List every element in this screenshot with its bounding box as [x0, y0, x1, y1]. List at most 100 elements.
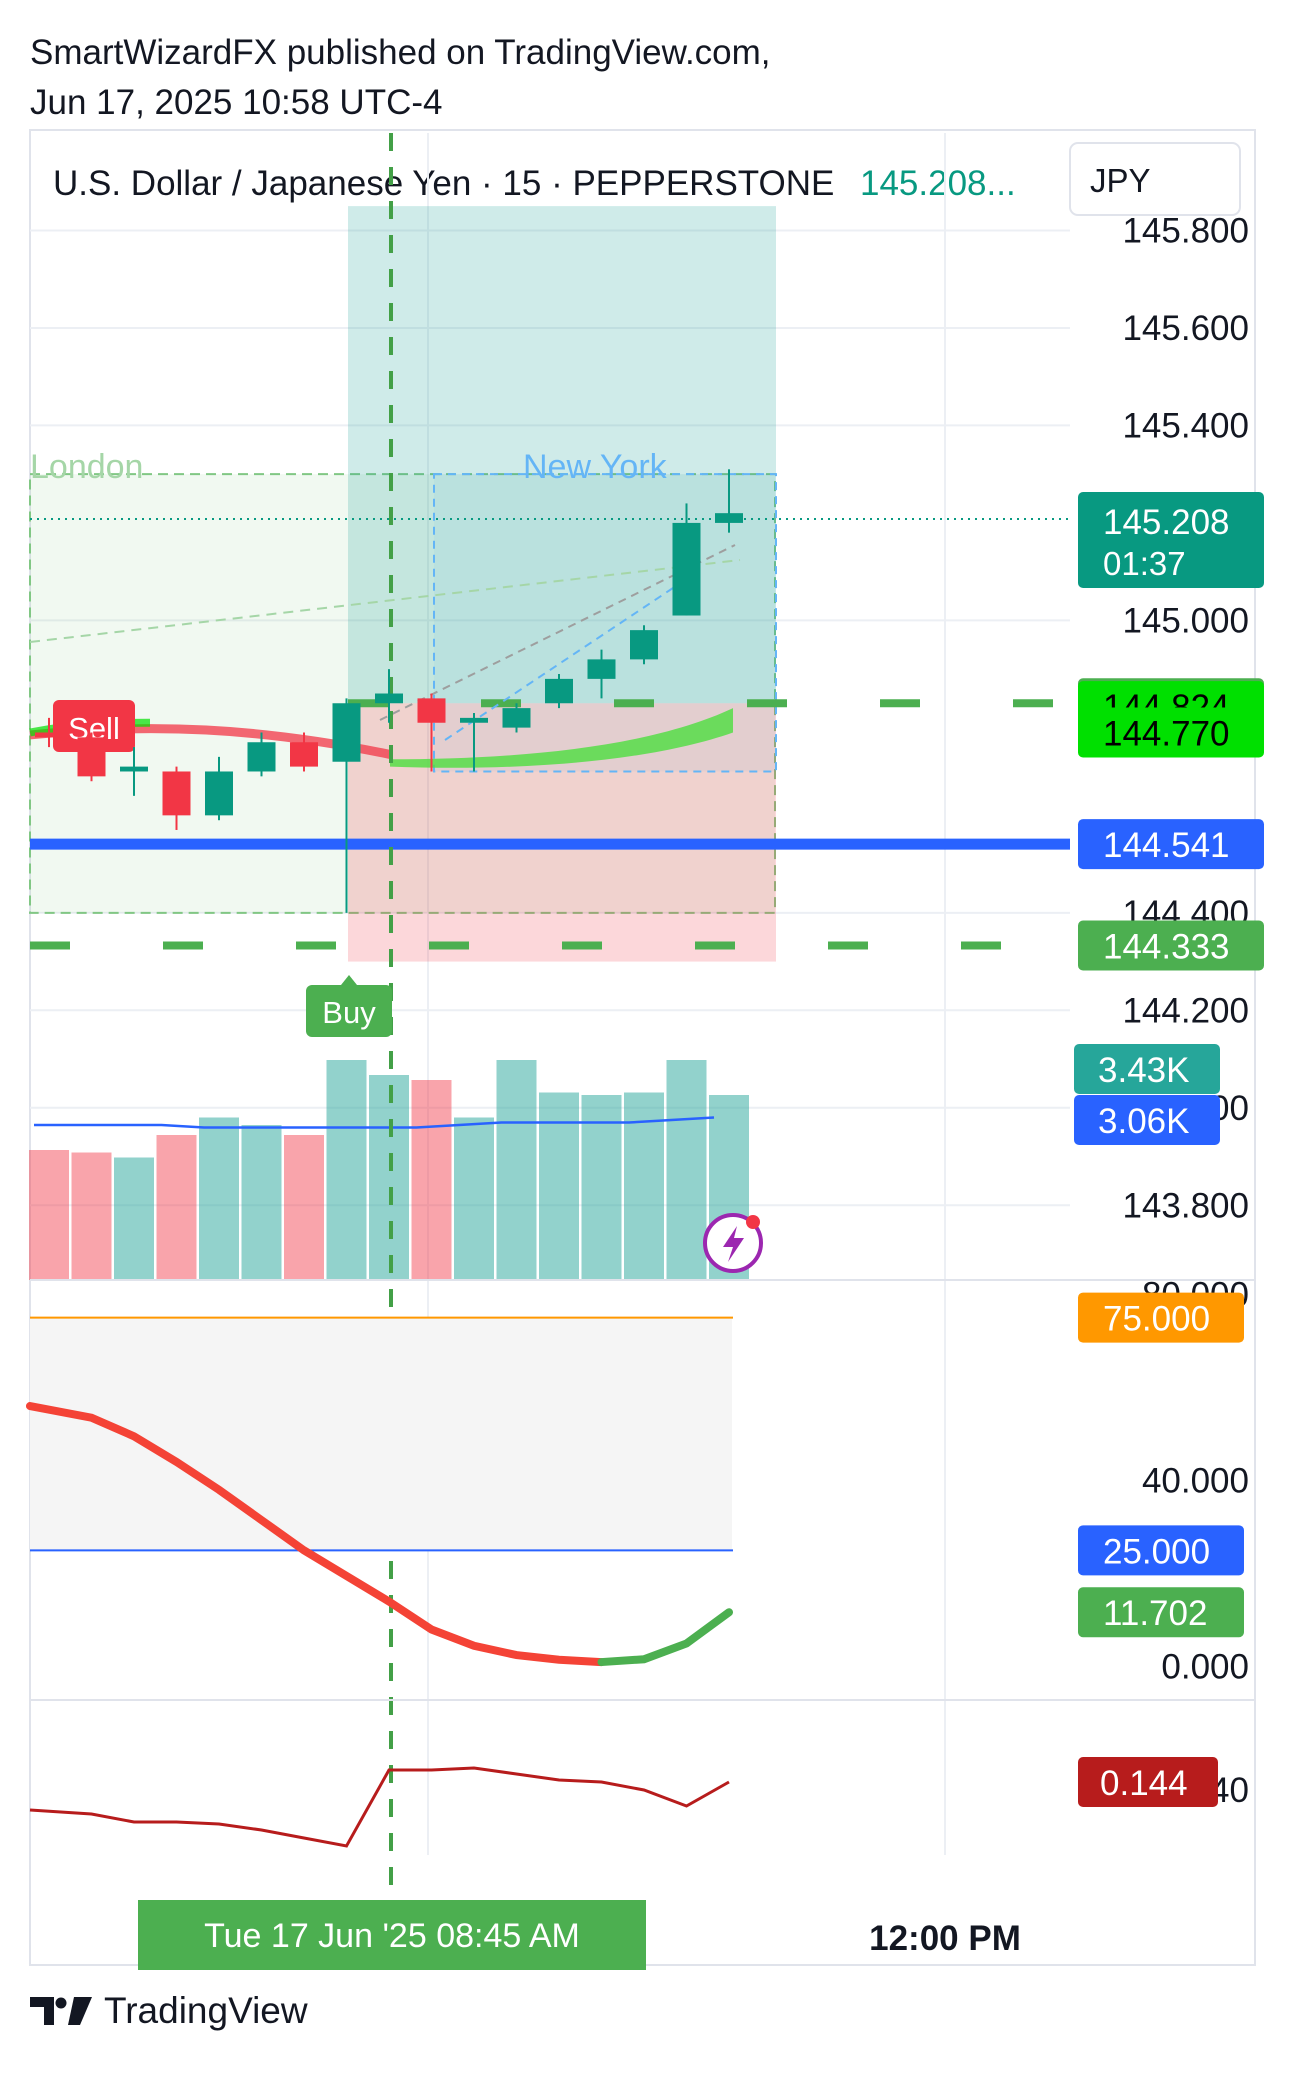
candle-body — [332, 703, 361, 762]
candle — [375, 669, 403, 723]
candle — [715, 469, 743, 533]
volume-label-text: 3.43K — [1098, 1051, 1189, 1090]
session-label-london: London — [30, 448, 143, 486]
candle-body — [587, 659, 616, 679]
candle — [77, 732, 106, 782]
candle-body — [77, 737, 106, 777]
oscillator-label-box — [1078, 1587, 1244, 1638]
candle-body — [672, 522, 701, 616]
lightning-icon-bolt — [723, 1226, 744, 1262]
candle-body — [290, 742, 318, 767]
symbol-title: U.S. Dollar / Japanese Yen · 15 · PEPPER… — [53, 164, 834, 203]
candle-body — [35, 732, 63, 738]
long-position-loss-zone — [348, 703, 776, 962]
publish-date: Jun 17, 2025 10:58 UTC-4 — [30, 83, 443, 122]
price-label-text: 144.333 — [1103, 927, 1230, 966]
indicator3-label-text: 0.144 — [1100, 1764, 1188, 1803]
candle — [120, 747, 148, 796]
candle — [460, 712, 488, 772]
volume-label-box — [1074, 1095, 1220, 1145]
currency-button[interactable] — [1069, 142, 1241, 216]
oscillator-level-label: 75.000 — [1078, 1292, 1244, 1343]
oscillator-level-label: 25.000 — [1078, 1525, 1244, 1576]
oscillator-band — [30, 1317, 732, 1551]
volume-layer — [29, 1060, 1255, 1281]
indicator3-line — [29, 1766, 730, 1848]
volume-bar — [326, 1060, 367, 1280]
buy-signal-label: Buy — [322, 995, 376, 1030]
volume-bar — [539, 1092, 579, 1280]
volume-bar — [666, 1060, 707, 1280]
indicator3-layer: 0.1400.144 — [29, 1757, 1249, 1848]
publisher-line: SmartWizardFX published on TradingView.c… — [30, 33, 771, 72]
trend-line — [29, 559, 741, 643]
volume-label-text: 3.06K — [1098, 1102, 1189, 1141]
currency-label: JPY — [1090, 162, 1151, 199]
candle — [587, 649, 616, 699]
symbol-last-price: 145.208... — [860, 164, 1016, 203]
volume-bar — [199, 1117, 239, 1280]
indicator3-label-box — [1078, 1757, 1218, 1807]
session-label-new-york: New York — [523, 448, 668, 486]
price-axis-tick: 145.600 — [1122, 309, 1249, 348]
oscillator-axis-tick: 0.000 — [1161, 1648, 1249, 1687]
long-position-profit-zone — [348, 206, 776, 704]
price-label-box — [1078, 819, 1264, 870]
indicator3-last-label: 0.144 — [1078, 1757, 1218, 1807]
time-axis-tick: 12:00 PM — [869, 1919, 1021, 1958]
candle — [672, 503, 701, 616]
price-axis-tick: 143.800 — [1122, 1186, 1249, 1225]
oscillator-axis-tick: 40.000 — [1142, 1462, 1249, 1501]
price-countdown-text: 01:37 — [1103, 545, 1186, 582]
candle — [332, 698, 361, 913]
oscillator-label-text: 25.000 — [1103, 1532, 1210, 1571]
oscillator-label-box — [1078, 1292, 1244, 1343]
candle-body — [247, 742, 276, 772]
notification-dot — [746, 1215, 760, 1229]
volume-bar — [369, 1075, 409, 1280]
oscillator-label-text: 75.000 — [1103, 1300, 1210, 1339]
buy-signal: Buy — [306, 975, 392, 1037]
candle-body — [502, 708, 531, 728]
buy-signal-pointer — [341, 975, 357, 985]
volume-ma-line — [34, 1116, 715, 1129]
trend-line — [444, 569, 701, 741]
price-axis-tick: 144.200 — [1122, 991, 1249, 1030]
tradingview-logo-icon — [30, 1997, 92, 2025]
candle-body — [460, 717, 488, 723]
oscillator-line-rising — [597, 1608, 733, 1667]
lightning-icon — [703, 1213, 763, 1273]
volume-label-box — [1074, 1044, 1220, 1094]
candle-body — [417, 698, 446, 723]
volume-bar — [71, 1152, 112, 1280]
price-label-text: 144.770 — [1103, 714, 1230, 753]
candle-body — [715, 513, 743, 523]
crosshair-time-label-box — [138, 1900, 646, 1970]
volume-label: 3.43K — [1074, 1044, 1220, 1094]
volume-bar — [581, 1095, 622, 1280]
volume-bar — [496, 1060, 537, 1280]
price-label-box — [1078, 707, 1264, 758]
oscillator-last-label: 11.702 — [1078, 1587, 1244, 1638]
candle-body — [162, 771, 191, 816]
candle — [35, 717, 63, 748]
price-label: 144.333 — [1078, 920, 1264, 971]
volume-bar — [411, 1080, 452, 1280]
volume-bar — [624, 1092, 664, 1280]
moving-average-band — [390, 708, 733, 768]
sell-signal-badge — [53, 700, 135, 752]
footer: TradingView — [30, 1990, 308, 2032]
candle — [205, 756, 233, 821]
volume-bar — [284, 1135, 324, 1280]
candle — [417, 693, 446, 772]
candle — [630, 625, 658, 665]
candle-body — [630, 630, 658, 660]
price-axis-tick: 145.800 — [1122, 211, 1249, 250]
volume-bar — [156, 1135, 197, 1280]
oscillator-line-falling — [26, 1402, 606, 1667]
price-axis-tick: 145.000 — [1122, 601, 1249, 640]
candle-body — [120, 766, 148, 772]
chart-area[interactable]: U.S. Dollar / Japanese Yen · 15 · PEPPER… — [0, 0, 1302, 1990]
oscillator-label-text: 11.702 — [1103, 1594, 1207, 1633]
volume-label: 3.06K — [1074, 1095, 1220, 1145]
